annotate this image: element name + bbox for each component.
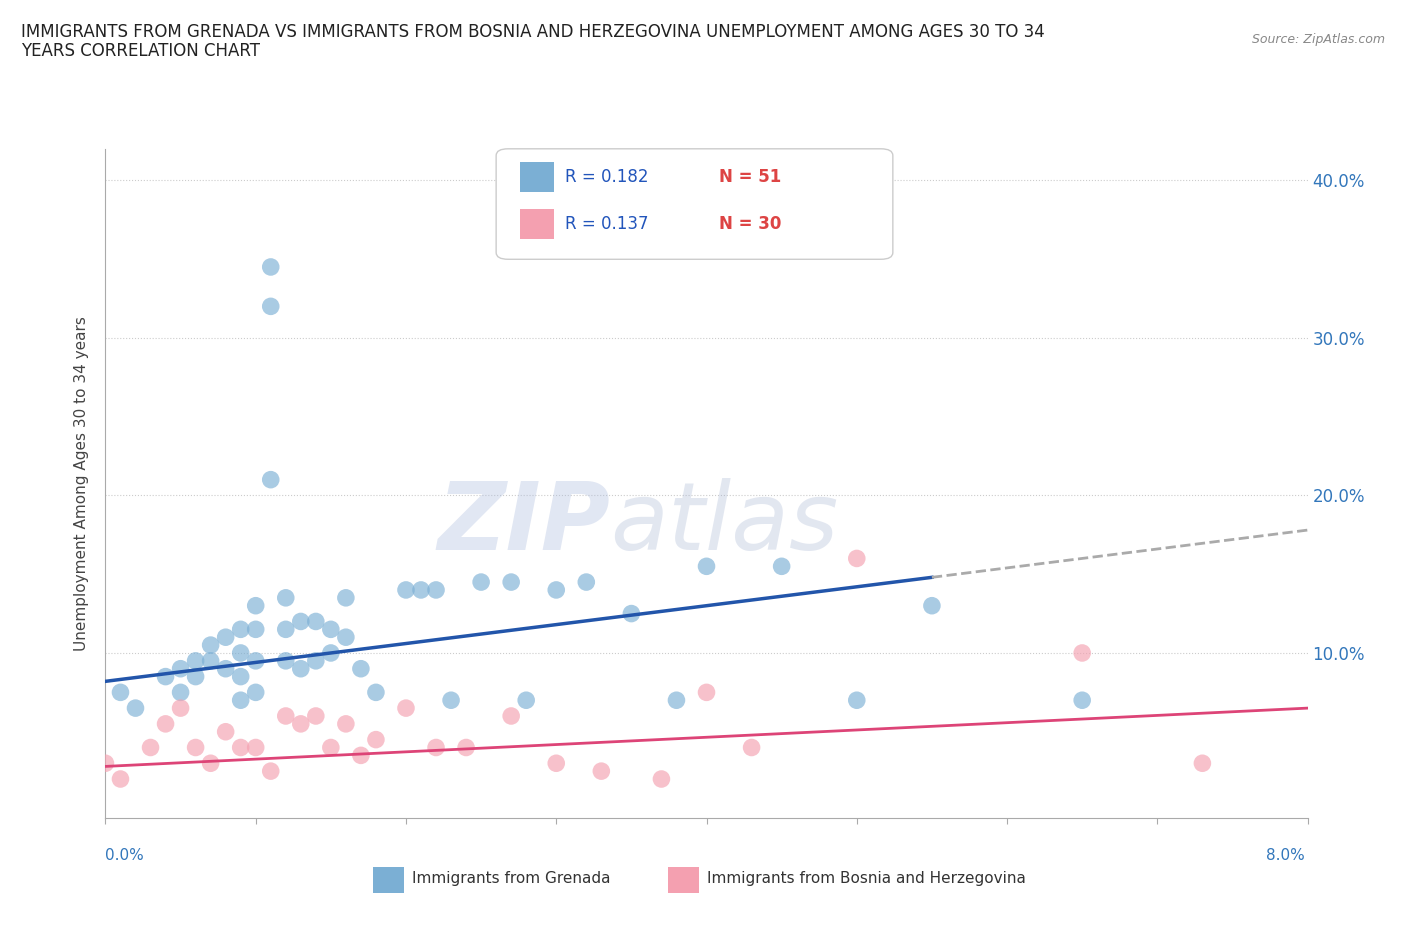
Text: 0.0%: 0.0% [105,848,145,863]
Point [169,700,191,715]
Point [546,756,568,771]
Y-axis label: Unemployment Among Ages 30 to 34 years: Unemployment Among Ages 30 to 34 years [75,316,90,651]
Point [470,575,492,590]
Point [260,472,283,487]
Point [696,559,718,574]
Point [245,598,267,613]
Text: R = 0.182: R = 0.182 [565,168,648,186]
Point [1071,645,1094,660]
Point [229,645,252,660]
Point [845,551,868,565]
Point [260,299,283,313]
Point [245,622,267,637]
Point [214,661,236,676]
Point [245,654,267,669]
Point [124,700,146,715]
Point [395,700,418,715]
Point [274,591,297,605]
Point [515,693,537,708]
Point [575,575,598,590]
Point [440,693,463,708]
Point [845,693,868,708]
Text: ZIP: ZIP [437,478,610,570]
Point [696,684,718,699]
Point [409,582,432,597]
Point [290,661,312,676]
Point [214,724,236,739]
FancyBboxPatch shape [520,209,554,239]
Point [139,740,162,755]
Text: R = 0.137: R = 0.137 [565,215,648,232]
Point [229,670,252,684]
Point [260,259,283,274]
Point [229,740,252,755]
Point [155,670,177,684]
FancyBboxPatch shape [496,149,893,259]
Point [741,740,763,755]
Text: IMMIGRANTS FROM GRENADA VS IMMIGRANTS FROM BOSNIA AND HERZEGOVINA UNEMPLOYMENT A: IMMIGRANTS FROM GRENADA VS IMMIGRANTS FR… [21,23,1045,41]
Text: Immigrants from Grenada: Immigrants from Grenada [412,871,610,886]
Text: 8.0%: 8.0% [1265,848,1305,863]
Point [169,684,191,699]
Point [650,772,672,787]
Point [319,622,342,637]
Point [290,716,312,731]
Point [245,740,267,755]
Point [184,740,207,755]
Point [425,582,447,597]
Point [305,614,328,629]
Point [229,622,252,637]
Text: N = 30: N = 30 [718,215,780,232]
Point [184,670,207,684]
Text: N = 51: N = 51 [718,168,780,186]
Point [290,614,312,629]
Point [274,709,297,724]
Point [245,684,267,699]
Point [620,606,643,621]
Point [364,684,387,699]
Point [214,630,236,644]
Point [94,756,117,771]
Point [335,591,357,605]
Point [229,693,252,708]
Point [200,654,222,669]
Point [184,654,207,669]
Point [921,598,943,613]
Point [155,716,177,731]
Point [350,748,373,763]
Point [305,654,328,669]
Text: Source: ZipAtlas.com: Source: ZipAtlas.com [1251,33,1385,46]
Point [395,582,418,597]
Point [350,661,373,676]
Point [591,764,613,778]
Point [454,740,477,755]
Point [425,740,447,755]
Point [364,732,387,747]
Point [335,630,357,644]
Point [770,559,793,574]
Point [665,693,688,708]
Point [200,756,222,771]
Point [110,772,132,787]
FancyBboxPatch shape [520,162,554,193]
Point [305,709,328,724]
Text: YEARS CORRELATION CHART: YEARS CORRELATION CHART [21,42,260,60]
Point [319,740,342,755]
Text: Immigrants from Bosnia and Herzegovina: Immigrants from Bosnia and Herzegovina [707,871,1026,886]
Point [319,645,342,660]
Point [546,582,568,597]
Point [1191,756,1213,771]
Point [260,764,283,778]
Point [200,638,222,653]
Point [110,684,132,699]
Point [274,654,297,669]
Point [501,709,523,724]
Point [1071,693,1094,708]
Text: atlas: atlas [610,478,838,569]
Point [501,575,523,590]
Point [274,622,297,637]
Point [335,716,357,731]
Point [169,661,191,676]
